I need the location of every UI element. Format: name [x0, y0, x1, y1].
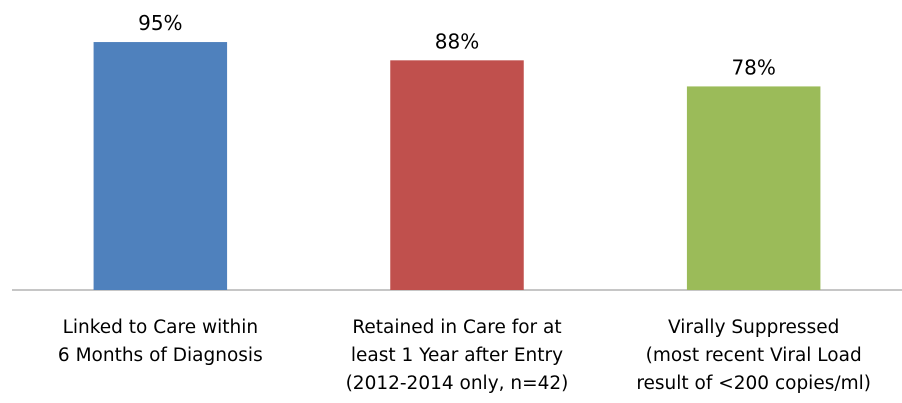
bar — [390, 60, 524, 290]
bar — [686, 86, 821, 290]
x-tick-label: Virally Suppressed (most recent Viral Lo… — [636, 317, 871, 394]
x-tick-label: Linked to Care within 6 Months of Diagno… — [57, 317, 263, 366]
value-label: 88% — [435, 29, 479, 53]
value-label: 95% — [138, 11, 182, 35]
bar — [93, 42, 228, 290]
x-tick-label: Retained in Care for at least 1 Year aft… — [345, 317, 569, 394]
value-label: 78% — [731, 55, 775, 79]
